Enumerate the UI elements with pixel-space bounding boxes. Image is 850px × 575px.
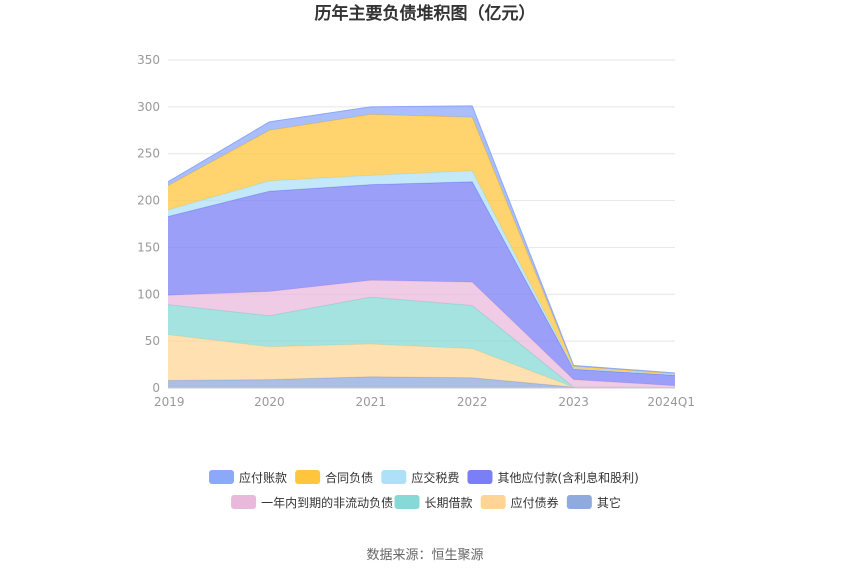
legend-label: 应交税费 [411, 470, 459, 485]
legend-swatch [467, 470, 493, 484]
legend-swatch [231, 495, 257, 509]
legend-label: 长期借款 [425, 496, 473, 510]
area-series-3 [168, 280, 675, 388]
x-tick-label: 2021 [356, 395, 387, 409]
legend-swatch [209, 470, 234, 484]
series-areas [167, 105, 676, 388]
area-series-1 [168, 334, 675, 388]
legend-label: 合同负债 [325, 470, 373, 485]
legend-swatch [480, 495, 506, 509]
source-note: 数据来源：恒生聚源 [366, 548, 483, 563]
legend-swatch [394, 495, 420, 509]
legend-swatch [295, 470, 321, 484]
x-tick-label: 2020 [254, 395, 285, 409]
x-tick-label: 2023 [558, 395, 589, 409]
legend-label: 其他应付款(含利息和股利) [497, 470, 638, 485]
legend-label: 应付账款 [239, 470, 287, 485]
y-tick-label: 350 [137, 53, 160, 67]
y-tick-label: 100 [137, 287, 160, 301]
legend-label: 应付债券 [511, 495, 559, 510]
x-tick-label: 2024Q1 [647, 395, 695, 409]
legend-swatch [381, 470, 407, 484]
area-series-6 [168, 114, 675, 375]
y-tick-label: 300 [137, 100, 160, 114]
y-tick-label: 150 [137, 240, 160, 254]
legend-label: 其它 [597, 495, 621, 510]
area-series-2 [168, 297, 675, 388]
area-series-4 [168, 181, 675, 386]
y-tick-label: 0 [152, 381, 160, 395]
x-tick-label: 2019 [154, 395, 185, 409]
legend-label: 一年内到期的非流动负债 [261, 495, 393, 510]
y-tick-label: 50 [145, 334, 160, 348]
series-line-7 [167, 105, 676, 374]
chart-title: 历年主要负债堆积图（亿元） [315, 3, 536, 24]
legend: 应付账款 合同负债 应交税费 其他应付款(含利息和股利) 一年内到期的非流动负债 长期借款… [209, 470, 639, 510]
y-tick-label: 250 [137, 147, 160, 161]
y-tick-label: 200 [137, 194, 160, 208]
legend-swatch [566, 495, 592, 509]
x-tick-label: 2022 [457, 395, 488, 409]
axis: 2019 2020 2021 2022 2023 2024Q1 [154, 387, 695, 409]
